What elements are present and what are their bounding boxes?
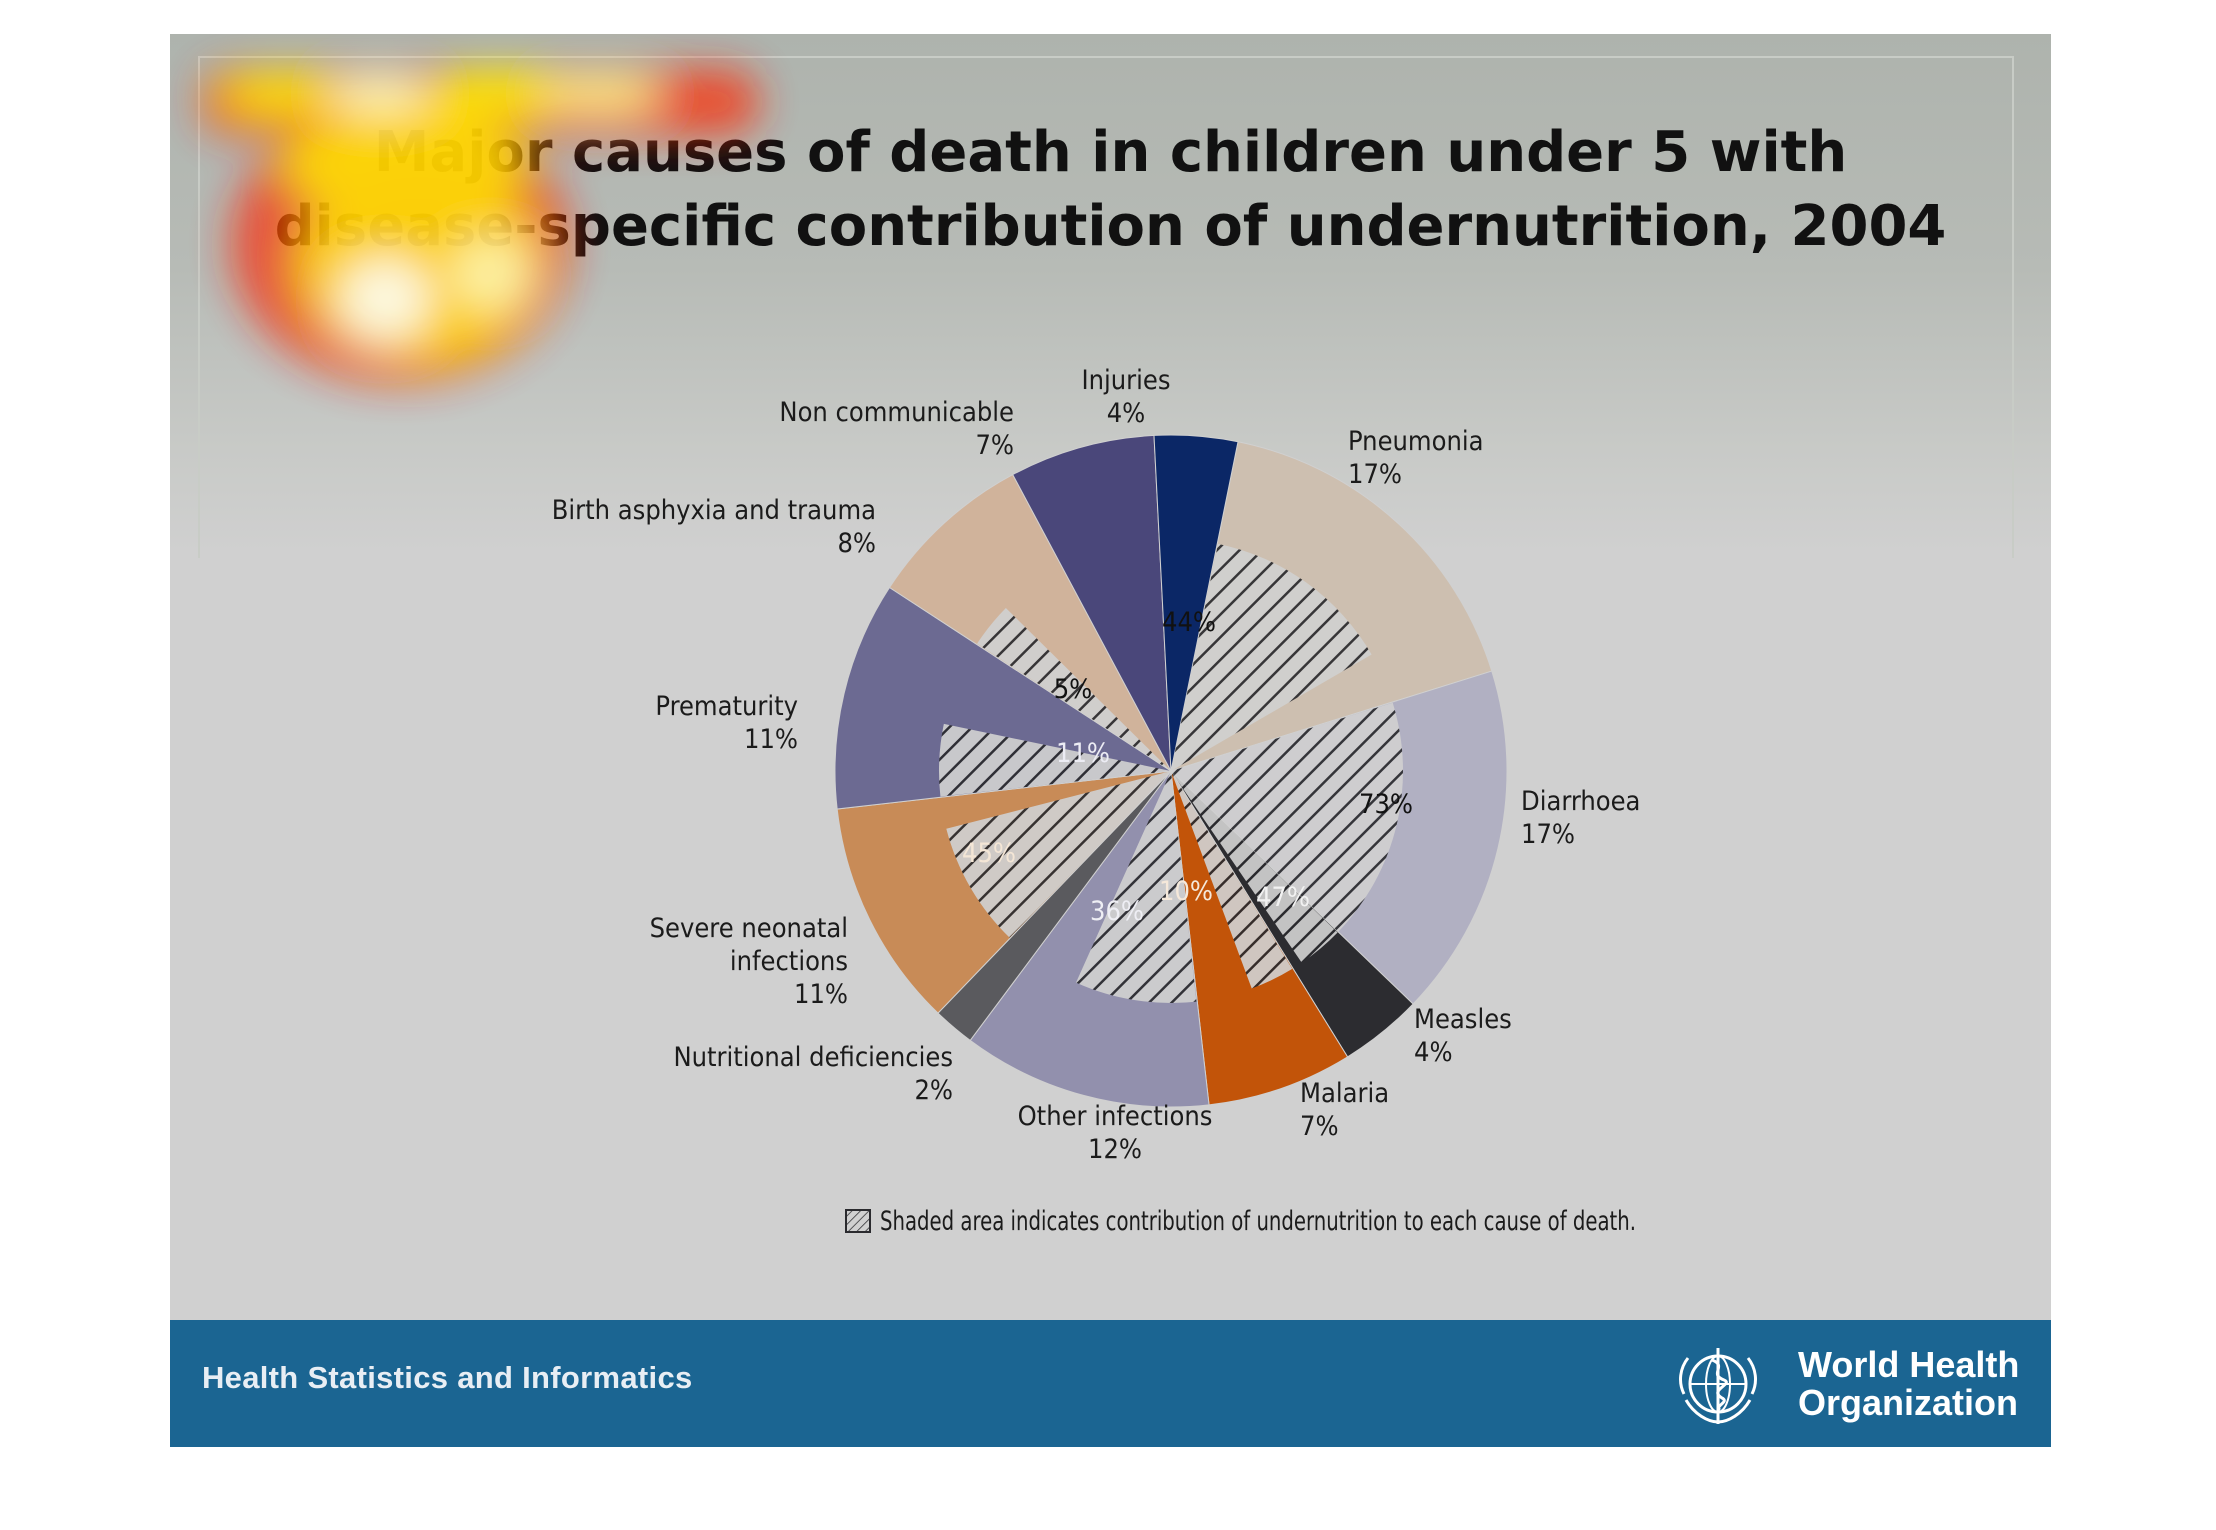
chart-legend: Shaded area indicates contribution of un… — [845, 1206, 1636, 1237]
label-name-malaria: Malaria — [1300, 1078, 1389, 1109]
label-name-measles: Measles — [1414, 1004, 1512, 1035]
label-value-pneumonia: 17% — [1348, 459, 1402, 490]
label-value-non-communicable: 7% — [975, 430, 1014, 461]
shade-other-infections — [1076, 771, 1197, 1003]
undernutrition-label-measles: 47% — [1256, 882, 1310, 913]
slice-non-communicable — [1012, 434, 1172, 772]
label-value-malaria: 7% — [1300, 1111, 1339, 1142]
label-name-non-communicable: Non communicable — [779, 397, 1014, 428]
label-value-injuries: 4% — [1107, 398, 1146, 429]
undernutrition-label-diarrhoea: 73% — [1359, 789, 1413, 820]
slice-labels: Pneumonia17%Diarrhoea17%Measles4%Malaria… — [552, 365, 1641, 1165]
label-name-other-infections: Other infections — [1018, 1101, 1213, 1132]
label-name-injuries: Injuries — [1081, 365, 1170, 396]
label-name-severe-neonatal-infections: infections — [730, 946, 848, 977]
header-frame — [198, 56, 2014, 558]
shade-measles — [1171, 771, 1338, 963]
undernutrition-shading — [939, 543, 1404, 1003]
label-name-prematurity: Prematurity — [655, 691, 798, 722]
who-name-line-1: World Health — [1798, 1344, 2020, 1385]
legend-swatch — [845, 1209, 871, 1233]
shade-severe-neonatal-infections — [946, 771, 1171, 938]
shade-pneumonia — [1171, 543, 1372, 771]
undernutrition-label-malaria: 10% — [1159, 876, 1213, 907]
label-name-severe-neonatal-infections: Severe neonatal — [650, 913, 848, 944]
label-value-severe-neonatal-infections: 11% — [794, 979, 848, 1010]
label-value-diarrhoea: 17% — [1521, 819, 1575, 850]
slice-birth-asphyxia-and-trauma — [888, 473, 1172, 772]
label-value-birth-asphyxia-and-trauma: 8% — [837, 528, 876, 559]
label-name-pneumonia: Pneumonia — [1348, 426, 1483, 457]
shade-prematurity — [939, 723, 1171, 797]
who-name-line-2: Organization — [1798, 1382, 2019, 1423]
label-value-measles: 4% — [1414, 1037, 1453, 1068]
label-value-nutritional-deficiencies: 2% — [914, 1075, 953, 1106]
label-value-other-infections: 12% — [1088, 1134, 1142, 1165]
shade-malaria — [1171, 771, 1293, 989]
who-name: World Health Organization — [1798, 1346, 2019, 1422]
shade-diarrhoea — [1171, 702, 1404, 932]
slide: Major causes of death in children under … — [170, 34, 2051, 1447]
label-value-prematurity: 11% — [744, 724, 798, 755]
pie-slices — [834, 434, 1508, 1108]
pie-chart: 44%73%47%10%36%45%11%5% Pneumonia17%Diar… — [552, 365, 1641, 1237]
label-name-diarrhoea: Diarrhoea — [1521, 786, 1640, 817]
undernutrition-label-severe-neonatal-infections: 45% — [962, 838, 1016, 869]
undernutrition-label-prematurity: 11% — [1056, 738, 1110, 769]
undernutrition-label-pneumonia: 44% — [1162, 607, 1216, 638]
shade-birth-asphyxia-and-trauma — [977, 608, 1171, 771]
slice-injuries — [1153, 434, 1239, 772]
label-name-birth-asphyxia-and-trauma: Birth asphyxia and trauma — [552, 495, 876, 526]
label-name-nutritional-deficiencies: Nutritional deficiencies — [673, 1042, 953, 1073]
undernutrition-labels: 44% 73% 47% 10% 36% 45% 11% 5% — [962, 607, 1413, 927]
footer-bar: Health Statistics and Informatics World … — [170, 1320, 2051, 1447]
who-emblem-icon — [1679, 1348, 1757, 1424]
undernutrition-label-other-infections: 36% — [1090, 896, 1144, 927]
footer-text: Health Statistics and Informatics — [202, 1360, 693, 1395]
undernutrition-label-birth-asphyxia-and-trauma: 5% — [1054, 674, 1093, 705]
legend-text: Shaded area indicates contribution of un… — [880, 1206, 1636, 1237]
